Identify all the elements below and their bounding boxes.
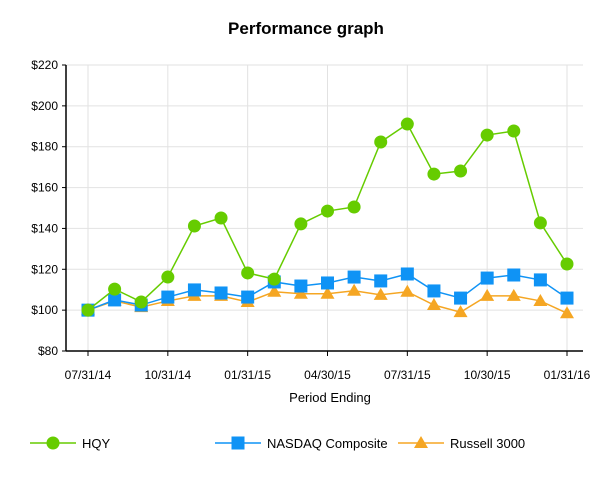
data-point-hqy	[214, 211, 228, 225]
data-point-nasdaq-composite	[347, 270, 361, 284]
legend-item-nasdaq-composite: NASDAQ Composite	[215, 436, 388, 451]
data-point-russell-3000	[373, 287, 388, 300]
legend: HQY NASDAQ Composite Russell 3000	[30, 436, 525, 451]
legend-label: HQY	[82, 436, 111, 451]
data-point-nasdaq-composite	[374, 274, 388, 288]
x-tick-label: 04/30/15	[304, 368, 351, 382]
data-point-nasdaq-composite	[480, 271, 494, 285]
legend-marker-circle-icon	[46, 436, 60, 450]
x-tick-label: 10/30/15	[464, 368, 511, 382]
x-tick-label: 07/31/14	[65, 368, 112, 382]
series-group	[81, 117, 574, 319]
series-hqy	[81, 117, 574, 317]
data-point-hqy	[347, 200, 361, 214]
y-tick-label: $100	[31, 303, 58, 317]
data-point-nasdaq-composite	[454, 291, 468, 305]
data-point-russell-3000	[453, 305, 468, 318]
data-point-hqy	[134, 295, 148, 309]
data-point-russell-3000	[533, 293, 548, 306]
data-point-hqy	[507, 124, 521, 138]
data-point-hqy	[161, 270, 175, 284]
legend-label: Russell 3000	[450, 436, 525, 451]
data-point-russell-3000	[347, 283, 362, 296]
x-tick-label: 10/31/14	[144, 368, 191, 382]
data-point-russell-3000	[480, 288, 495, 301]
data-point-nasdaq-composite	[187, 283, 201, 297]
data-point-hqy	[108, 282, 122, 296]
y-tick-label: $160	[31, 181, 58, 195]
data-point-nasdaq-composite	[294, 279, 308, 293]
y-tick-label: $120	[31, 262, 58, 276]
data-point-nasdaq-composite	[427, 284, 441, 298]
x-tick-label: 01/31/15	[224, 368, 271, 382]
y-tick-label: $140	[31, 221, 58, 235]
y-tick-label: $200	[31, 99, 58, 113]
data-point-hqy	[427, 167, 441, 181]
data-point-hqy	[267, 272, 281, 286]
data-point-russell-3000	[293, 286, 308, 299]
axes: $80 $100 $120 $140 $160 $180 $200 $220 07/31/14 1…	[31, 58, 590, 382]
data-point-nasdaq-composite	[321, 276, 334, 290]
y-tick-label: $220	[31, 58, 58, 72]
data-point-russell-3000	[267, 284, 282, 297]
x-axis-label: Period Ending	[289, 390, 371, 405]
data-point-hqy	[81, 303, 95, 317]
data-point-russell-3000	[400, 284, 415, 297]
legend-label: NASDAQ Composite	[267, 436, 388, 451]
data-point-nasdaq-composite	[560, 291, 574, 305]
data-point-hqy	[321, 204, 334, 218]
data-point-russell-3000	[560, 306, 574, 319]
data-point-nasdaq-composite	[214, 286, 228, 300]
y-tick-label: $180	[31, 140, 58, 154]
legend-item-russell-3000: Russell 3000	[398, 436, 525, 451]
data-point-hqy	[241, 266, 255, 280]
data-point-nasdaq-composite	[507, 268, 521, 282]
data-point-hqy	[187, 219, 201, 233]
legend-marker-square-icon	[231, 436, 245, 450]
data-point-hqy	[400, 117, 414, 131]
data-point-nasdaq-composite	[161, 290, 175, 304]
legend-item-hqy: HQY	[30, 436, 111, 451]
data-point-hqy	[560, 257, 574, 271]
data-point-nasdaq-composite	[400, 267, 414, 281]
data-point-russell-3000	[426, 298, 441, 311]
chart-title: Performance graph	[228, 19, 384, 38]
data-point-russell-3000	[320, 286, 335, 299]
data-point-hqy	[480, 128, 494, 142]
x-tick-label: 07/31/15	[384, 368, 431, 382]
data-point-nasdaq-composite	[241, 290, 255, 304]
data-point-nasdaq-composite	[533, 273, 547, 287]
legend-marker-triangle-icon	[414, 436, 428, 448]
data-point-hqy	[533, 216, 547, 230]
data-point-hqy	[374, 135, 388, 149]
data-point-nasdaq-composite	[108, 293, 122, 307]
x-tick-label: 01/31/16	[544, 368, 591, 382]
y-tick-label: $80	[38, 344, 58, 358]
data-point-hqy	[294, 217, 308, 231]
data-point-hqy	[454, 164, 468, 178]
data-point-russell-3000	[506, 288, 521, 301]
